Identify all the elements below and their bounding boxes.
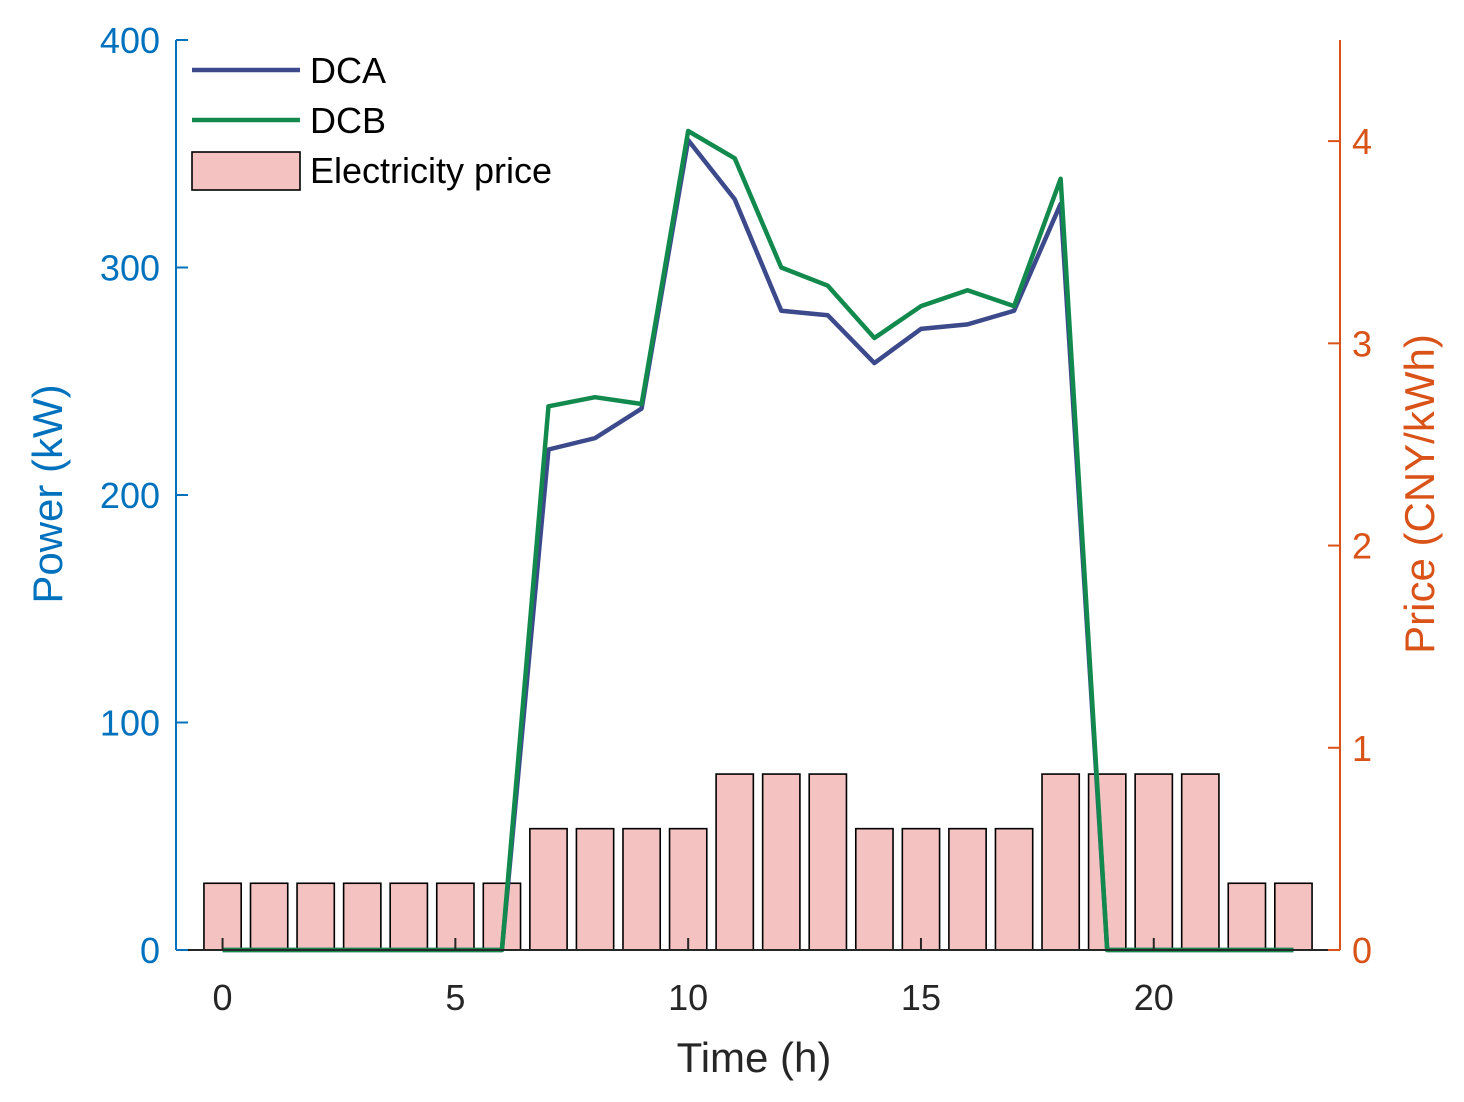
price-bar-10 [668, 827, 708, 951]
y-left-tick-label-200: 200 [100, 475, 160, 516]
y-right-tick-label-3: 3 [1352, 323, 1372, 364]
legend-label-dcb: DCB [310, 100, 386, 141]
x-tick-label-10: 10 [668, 977, 708, 1018]
y-left-tick-label-400: 400 [100, 20, 160, 61]
price-bar-18 [1041, 773, 1081, 951]
x-tick-label-0: 0 [213, 977, 233, 1018]
price-bar-7 [529, 827, 568, 951]
y-left-tick-label-0: 0 [140, 930, 160, 971]
power-lines [222, 128, 1294, 953]
line-dca [222, 137, 1294, 953]
price-bar-15 [901, 827, 941, 951]
price-bar-8 [575, 827, 615, 951]
price-bar-2 [296, 882, 336, 951]
price-bar-21 [1180, 773, 1220, 951]
price-bar-20 [1134, 773, 1174, 951]
price-bar-14 [854, 827, 894, 951]
price-bar-13 [808, 773, 848, 951]
price-bar-9 [622, 827, 662, 951]
legend-swatch-electricity-price [191, 151, 301, 191]
y-right-tick-label-1: 1 [1352, 728, 1372, 769]
price-bar-22 [1227, 882, 1267, 951]
price-bar-11 [715, 773, 755, 951]
price-bar-4 [389, 882, 429, 951]
x-tick-label-5: 5 [445, 977, 465, 1018]
price-bar-17 [994, 827, 1034, 951]
price-bar-12 [761, 773, 801, 951]
x-tick-label-20: 20 [1134, 977, 1174, 1018]
x-tick-label-15: 15 [901, 977, 941, 1018]
price-bar-23 [1274, 882, 1313, 951]
y-left-tick-label-100: 100 [100, 703, 160, 744]
price-bar-16 [948, 827, 987, 951]
y-left-axis-label: Power (kW) [24, 384, 71, 603]
y-right-axis-label: Price (CNY/kWh) [1396, 334, 1443, 654]
y-right-tick-label-4: 4 [1352, 121, 1372, 162]
legend-label-electricity-price: Electricity price [310, 150, 552, 191]
legend-label-dca: DCA [310, 50, 386, 91]
y-right-tick-label-2: 2 [1352, 526, 1372, 567]
legend: DCA DCB Electricity price [191, 50, 552, 191]
x-axis-label: Time (h) [677, 1034, 832, 1081]
price-bars [203, 773, 1313, 951]
y-right-tick-label-0: 0 [1352, 930, 1372, 971]
price-bar-3 [342, 882, 382, 951]
y-left-tick-label-300: 300 [100, 248, 160, 289]
price-bar-1 [249, 882, 289, 951]
